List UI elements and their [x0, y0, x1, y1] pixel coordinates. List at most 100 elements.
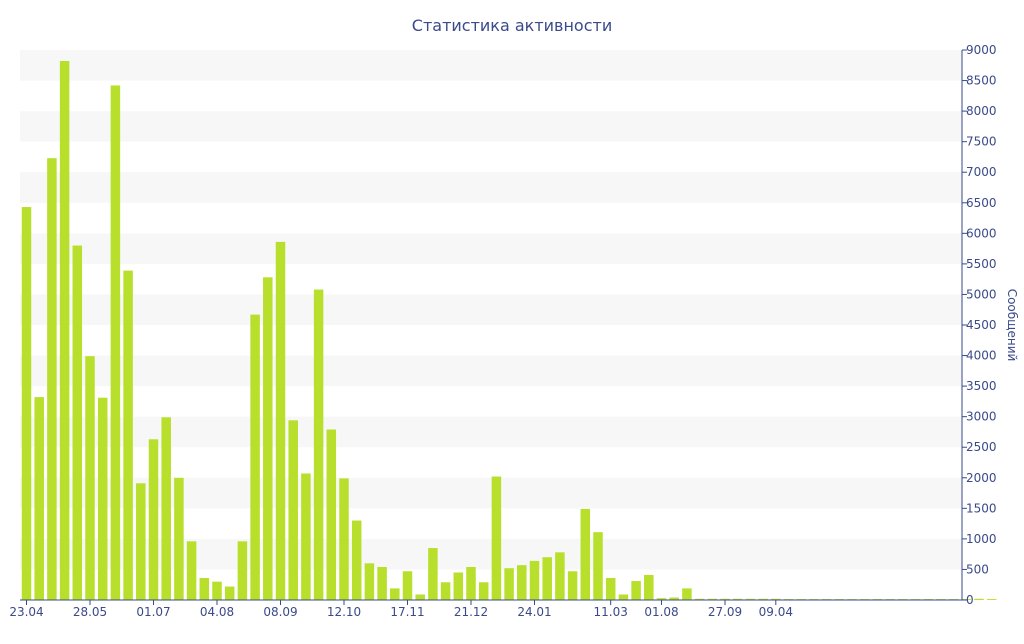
bar: [313, 289, 324, 600]
bar: [567, 571, 578, 600]
x-tick-label: 12.10: [327, 605, 361, 619]
bar-series: [21, 61, 997, 601]
y-tick-label: 5000: [966, 287, 997, 301]
chart-title: Статистика активности: [412, 16, 612, 35]
bar: [288, 420, 298, 600]
x-tick-label: 09.04: [759, 605, 793, 619]
bar: [174, 477, 184, 600]
bar: [694, 598, 705, 600]
x-tick-label: 27.09: [708, 605, 742, 619]
bar: [123, 270, 133, 600]
bar: [237, 541, 248, 600]
bar: [453, 572, 464, 600]
bar: [47, 158, 57, 600]
bar: [21, 207, 32, 601]
bar: [212, 581, 222, 600]
bar: [364, 563, 375, 600]
x-tick-label: 08.09: [263, 605, 297, 619]
x-tick-label: 24.01: [517, 605, 551, 619]
y-tick-label: 7000: [966, 165, 997, 179]
bar: [97, 397, 108, 600]
x-tick-label: 01.07: [136, 605, 170, 619]
grid-band: [20, 111, 962, 142]
y-tick-label: 4000: [966, 349, 997, 363]
bar: [415, 594, 425, 600]
grid-band: [20, 172, 962, 203]
bar: [351, 520, 362, 600]
bar: [529, 560, 540, 600]
bar: [720, 598, 730, 600]
bar: [326, 429, 337, 600]
bar: [440, 582, 451, 600]
grid-band: [20, 416, 962, 448]
bar: [669, 597, 679, 600]
bar: [377, 567, 387, 600]
y-tick-label: 3000: [966, 410, 997, 424]
y-tick-label: 7500: [966, 135, 997, 149]
x-tick-label: 28.05: [73, 605, 107, 619]
bar: [707, 598, 718, 600]
y-tick-label: 0: [966, 593, 974, 607]
bar: [771, 598, 781, 600]
bar: [631, 581, 641, 600]
bar: [136, 483, 146, 600]
bar: [161, 417, 171, 600]
bar: [758, 598, 768, 600]
grid-band: [20, 233, 962, 264]
bar: [186, 541, 197, 600]
grid-band: [20, 538, 962, 570]
bar: [34, 397, 44, 600]
y-tick-label: 3500: [966, 379, 997, 393]
x-tick-label: 23.04: [9, 605, 43, 619]
bar: [148, 439, 159, 600]
bar: [605, 578, 616, 600]
bar: [682, 588, 692, 600]
bar: [428, 548, 438, 600]
bar: [542, 557, 552, 600]
bar: [275, 241, 286, 600]
bar: [745, 598, 756, 600]
bar: [974, 598, 984, 600]
y-tick-label: 2000: [966, 471, 997, 485]
grid-bands: [20, 50, 962, 570]
y-tick-label: 8500: [966, 74, 997, 88]
y-axis-ticks: 0 500 1000 1500 2000 2500 3000 3500 4000 4500 5000…: [961, 43, 997, 607]
y-axis-title: Сообщений: [1005, 289, 1019, 362]
bar: [224, 586, 235, 600]
bar: [656, 598, 667, 600]
x-tick-label: 11.03: [594, 605, 628, 619]
bar: [85, 356, 95, 600]
bar: [986, 599, 997, 600]
bar: [732, 598, 743, 600]
x-axis-ticks: 23.04 28.05 01.07 04.08 08.09 12.10 17.11 21.12…: [9, 600, 793, 619]
y-tick-label: 500: [966, 562, 989, 576]
grid-band: [20, 355, 962, 387]
bar: [644, 574, 654, 600]
x-tick-label: 04.08: [200, 605, 234, 619]
y-tick-label: 4500: [966, 318, 997, 332]
bar: [504, 568, 514, 600]
bar: [301, 473, 311, 600]
y-tick-label: 2500: [966, 440, 997, 454]
bar: [72, 245, 83, 601]
bar: [580, 508, 591, 600]
y-tick-label: 5500: [966, 257, 997, 271]
bar: [250, 314, 260, 600]
x-tick-label: 01.08: [644, 605, 678, 619]
bar: [390, 588, 400, 600]
bar: [517, 565, 527, 600]
bar: [199, 578, 210, 600]
y-tick-label: 9000: [966, 43, 997, 57]
bar: [110, 85, 121, 600]
y-tick-label: 1000: [966, 532, 997, 546]
y-tick-label: 8000: [966, 104, 997, 118]
bar: [59, 61, 70, 600]
grid-band: [20, 50, 962, 81]
grid-band: [20, 294, 962, 325]
bar: [478, 582, 489, 600]
bar: [618, 594, 629, 600]
y-tick-label: 1500: [966, 501, 997, 515]
y-tick-label: 6500: [966, 196, 997, 210]
bar: [263, 277, 273, 600]
